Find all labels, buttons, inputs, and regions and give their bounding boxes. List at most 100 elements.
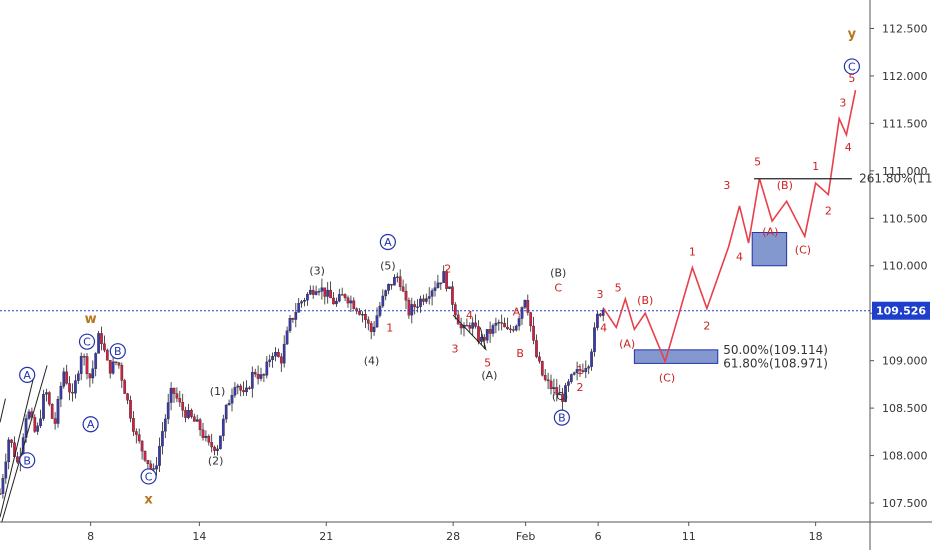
candle-body — [221, 418, 225, 437]
candle-body — [97, 333, 100, 354]
candle-body — [59, 385, 63, 400]
candle-body — [47, 392, 51, 405]
candle-body — [436, 282, 440, 288]
x-tick-label: 14 — [192, 530, 206, 543]
candle-body — [262, 374, 266, 376]
candle-body — [103, 343, 106, 351]
wave-label: 5 — [615, 282, 622, 295]
time-axis[interactable]: 8 14 21 28 Feb 6 11 18 — [0, 521, 932, 543]
wave-label: (B) — [637, 294, 653, 307]
wave-label-circle — [19, 366, 36, 383]
candle-body — [248, 387, 251, 389]
candle-body — [285, 330, 289, 345]
candle-body — [126, 393, 129, 401]
candle-body — [477, 326, 480, 342]
candle-body — [424, 298, 428, 302]
candle-body — [393, 277, 396, 286]
y-tick-label: 110.500 — [882, 212, 928, 225]
wave-label: (A) — [619, 338, 635, 351]
candle-body — [465, 325, 469, 327]
candle-body — [277, 352, 280, 357]
candle-body — [526, 300, 530, 313]
candle-body — [68, 383, 71, 393]
wave-label: 3 — [839, 97, 846, 110]
candle-body — [190, 409, 193, 417]
candle-body — [422, 298, 425, 302]
candle-body — [4, 461, 8, 479]
candle-body — [120, 365, 124, 381]
candle-body — [85, 356, 89, 375]
candle-body — [62, 371, 66, 387]
candle-body — [509, 328, 512, 331]
candle-body — [596, 313, 599, 328]
candle-body — [578, 369, 582, 371]
candle-body — [390, 283, 393, 286]
candle-body — [195, 419, 199, 422]
candle-body — [239, 385, 243, 391]
fib-label: 61.80%(108.971) — [723, 356, 828, 370]
wave-label: 3 — [451, 342, 458, 355]
candle-body — [323, 287, 327, 297]
candle-body — [155, 465, 158, 470]
target-zone-box — [751, 232, 788, 267]
wave-label: (3) — [309, 264, 325, 277]
wave-label-circle — [78, 333, 96, 350]
candle-body — [169, 387, 173, 403]
candle-body — [506, 326, 509, 330]
wave-label-circle — [140, 468, 157, 485]
wave-degree-label: w — [85, 312, 97, 327]
candle-body — [407, 300, 411, 316]
candle-body — [314, 291, 318, 295]
candle-body — [134, 431, 138, 435]
candle-body — [546, 379, 550, 382]
candle-body — [564, 385, 567, 402]
wave-degree-label: x — [144, 492, 153, 507]
current-price-label: 109.526 — [876, 305, 926, 318]
candle-body — [317, 291, 321, 293]
wave-label-circle — [843, 58, 860, 75]
candle-body — [117, 362, 121, 366]
candle-body — [279, 356, 283, 364]
fib-label: 50.00%(109.114) — [723, 343, 828, 357]
candle-body — [91, 368, 95, 379]
candle-body — [442, 271, 446, 283]
candle-body — [430, 290, 434, 297]
candle-body — [53, 418, 57, 424]
candle-body — [358, 311, 361, 315]
trend-channel — [0, 314, 487, 523]
candle-body — [445, 271, 448, 289]
wave-label: (A) — [762, 226, 778, 239]
candle-body — [520, 307, 524, 319]
candle-body — [10, 439, 13, 443]
wave-label: (C) — [552, 390, 568, 403]
candle-body — [459, 324, 463, 329]
candle-body — [451, 286, 454, 305]
candle-body — [82, 356, 86, 358]
wave-label: (1) — [210, 385, 226, 398]
fibonacci-levels: 261.80%(110.917) 50.00%(109.114)61.80%(10… — [723, 172, 932, 371]
candle-body — [163, 418, 167, 432]
candle-body — [593, 327, 596, 352]
candle-body — [401, 286, 405, 292]
candle-body — [404, 291, 408, 301]
candle-body — [491, 325, 495, 334]
candle-body — [352, 300, 356, 309]
candle-body — [204, 435, 208, 438]
wave-label: C — [848, 60, 856, 73]
y-tick-label: 110.000 — [882, 260, 928, 273]
wave-degree-label: y — [848, 27, 857, 42]
wave-label: C — [554, 282, 562, 295]
wave-label-circle — [109, 343, 126, 360]
candle-body — [274, 352, 277, 357]
candle-body — [480, 337, 483, 342]
candle-body — [79, 356, 83, 374]
channel-line-lower — [1, 365, 48, 523]
candle-body — [175, 393, 179, 399]
candle-body — [111, 361, 115, 374]
candle-body — [410, 304, 414, 316]
price-axis[interactable]: 107.500108.000108.500109.000109.500110.0… — [869, 0, 930, 550]
x-tick-label: 21 — [319, 530, 333, 543]
wave-label: (C) — [659, 372, 675, 385]
candle-body — [308, 289, 312, 295]
